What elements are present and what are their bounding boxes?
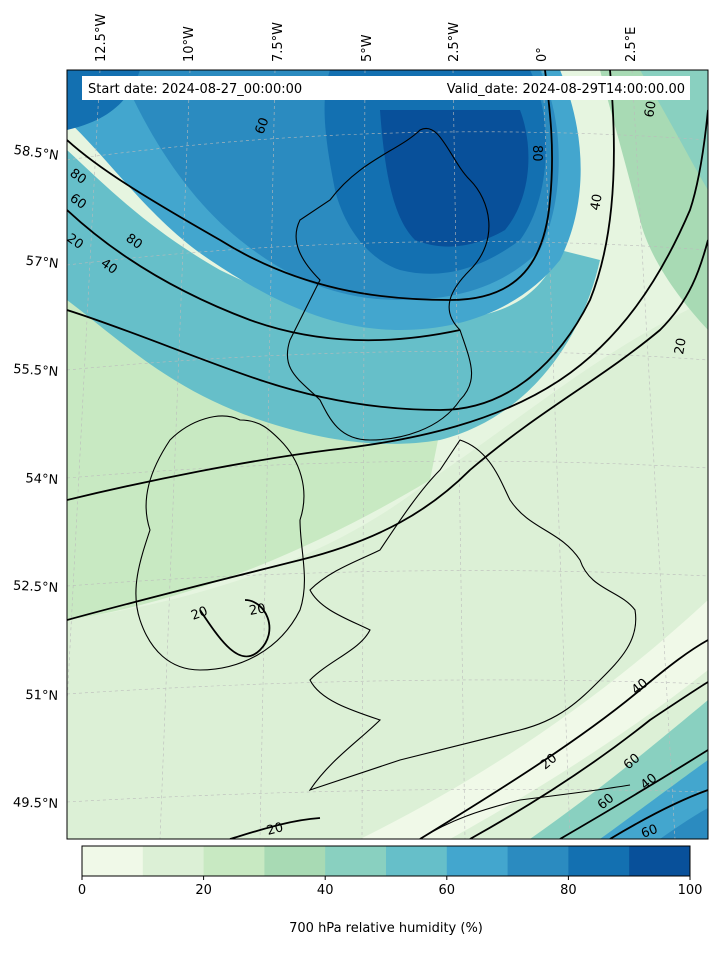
colorbar-swatch <box>264 846 326 876</box>
contour-label: 60 <box>639 822 660 842</box>
colorbar-tick-label: 80 <box>560 883 577 898</box>
latitude-label: 51°N <box>25 688 58 704</box>
map-area: 60 80 40 80 60 20 40 80 60 20 20 20 40 2… <box>67 70 708 842</box>
contour-label: 80 <box>529 145 544 162</box>
colorbar-tick-label: 40 <box>317 883 334 898</box>
latitude-label: 55.5°N <box>13 362 59 380</box>
colorbar-swatch <box>325 846 387 876</box>
longitude-label: 2.5°W <box>447 22 462 62</box>
colorbar-ticks: 0 20 40 60 80 100 <box>78 876 703 898</box>
latitude-label: 49.5°N <box>13 795 59 812</box>
colorbar-tick-label: 100 <box>678 883 703 898</box>
longitude-label: 12.5°W <box>94 14 109 62</box>
colorbar-swatch <box>507 846 569 876</box>
colorbar-swatch <box>142 846 205 876</box>
contour-label: 60 <box>253 116 273 137</box>
longitude-label: 5°W <box>360 34 375 62</box>
colorbar-swatch <box>82 846 144 876</box>
longitude-label: 7.5°W <box>271 22 286 62</box>
contour-label: 60 <box>642 100 660 119</box>
colorbar-swatch <box>629 846 691 876</box>
header-box <box>82 76 690 100</box>
contour-label: 20 <box>672 337 690 356</box>
longitude-label: 10°W <box>182 26 197 62</box>
contour-label: 20 <box>189 604 210 624</box>
contour-label: 40 <box>588 193 606 212</box>
valid-date-label: Valid_date: 2024-08-29T14:00:00.00 <box>447 82 685 97</box>
contour-label: 20 <box>265 820 285 839</box>
contour-label: 20 <box>248 601 267 619</box>
colorbar-label: 700 hPa relative humidity (%) <box>289 921 483 936</box>
colorbar-swatch <box>203 846 265 876</box>
colorbar-swatch <box>386 846 448 876</box>
latitude-label: 54°N <box>25 471 59 488</box>
colorbar-tick-label: 0 <box>78 883 86 898</box>
start-date-label: Start date: 2024-08-27_00:00:00 <box>88 82 302 97</box>
colorbar-frame <box>81 845 691 877</box>
colorbar-swatch <box>568 846 630 876</box>
colorbar-tick-label: 60 <box>439 883 456 898</box>
colorbar <box>81 845 691 877</box>
longitude-label: 0° <box>535 47 550 62</box>
latitude-label: 58.5°N <box>13 143 60 164</box>
colorbar-tick-label: 20 <box>195 883 212 898</box>
longitude-label: 2.5°E <box>624 27 639 62</box>
latitude-label: 52.5°N <box>13 579 59 596</box>
latitude-label: 57°N <box>25 254 59 272</box>
map-frame <box>66 69 709 840</box>
colorbar-swatch <box>446 846 509 876</box>
